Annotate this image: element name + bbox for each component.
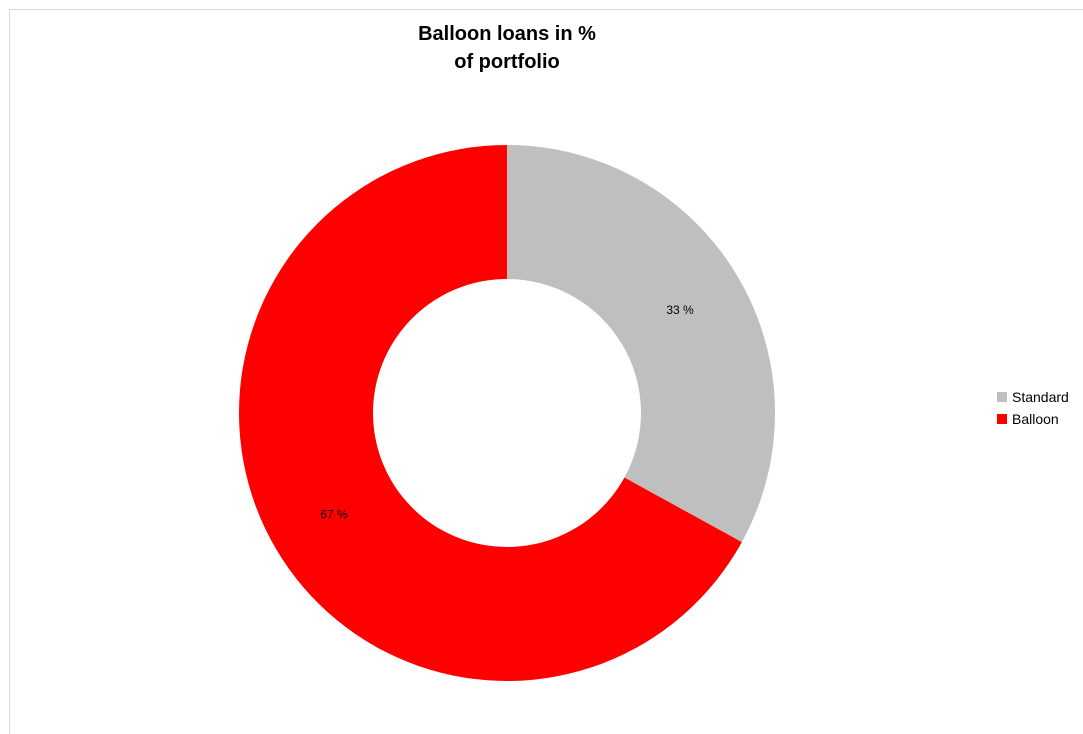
legend-label-balloon: Balloon [1012, 411, 1059, 427]
chart-title-line-2: of portfolio [454, 51, 560, 73]
donut-slice-standard [507, 145, 775, 543]
data-label-standard: 33 % [666, 303, 694, 317]
chart-title: Balloon loans in % of portfolio [0, 20, 1014, 76]
legend-item-balloon: Balloon [997, 408, 1069, 430]
legend: Standard Balloon [997, 386, 1069, 430]
donut-slice-balloon [239, 145, 742, 682]
chart-title-line-1: Balloon loans in % [418, 23, 596, 45]
legend-label-standard: Standard [1012, 389, 1069, 405]
legend-item-standard: Standard [997, 386, 1069, 408]
data-label-balloon: 67 % [320, 507, 348, 521]
legend-swatch-balloon [997, 414, 1007, 424]
legend-swatch-standard [997, 392, 1007, 402]
